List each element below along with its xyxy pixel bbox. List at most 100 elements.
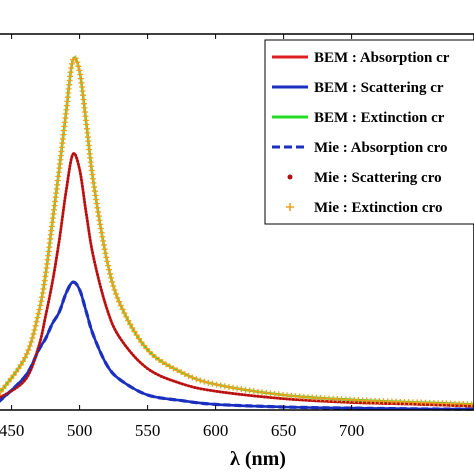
- data-point: [55, 253, 59, 257]
- data-point: [63, 196, 67, 200]
- data-point: [166, 363, 173, 370]
- legend-entry: BEM : Scattering cr: [272, 80, 444, 96]
- data-point: [95, 213, 102, 220]
- data-point: [64, 193, 68, 196]
- data-point: [151, 370, 155, 374]
- data-point: [66, 180, 69, 184]
- data-point: [43, 319, 47, 323]
- data-point: [234, 392, 238, 396]
- data-point: [105, 307, 109, 310]
- data-point: [95, 208, 102, 215]
- x-tick-label: 450: [0, 421, 24, 440]
- data-point: [174, 367, 181, 374]
- data-point: [247, 393, 250, 397]
- data-point: [30, 365, 34, 369]
- data-point: [240, 393, 244, 396]
- data-point: [156, 373, 160, 377]
- data-point: [129, 351, 133, 355]
- data-point: [41, 328, 45, 332]
- data-point: [88, 238, 92, 242]
- data-point: [409, 402, 413, 406]
- data-point: [56, 250, 59, 253]
- data-point: [94, 204, 101, 211]
- data-point: [20, 381, 24, 385]
- legend-label: BEM : Scattering cr: [314, 80, 444, 96]
- data-point: [0, 388, 4, 395]
- data-point: [54, 259, 58, 263]
- data-point: [154, 372, 157, 375]
- data-point: [65, 186, 68, 190]
- data-point: [262, 395, 266, 399]
- data-point: [94, 266, 98, 270]
- data-point: [87, 229, 91, 233]
- data-point: [32, 322, 39, 329]
- data-point: [85, 213, 88, 217]
- data-point: [100, 242, 107, 249]
- data-point: [282, 397, 285, 401]
- legend-entry: BEM : Absorption cr: [272, 50, 450, 66]
- data-point: [122, 341, 125, 345]
- data-point: [40, 331, 44, 335]
- data-point: [59, 231, 62, 234]
- data-point: [96, 276, 100, 280]
- data-point: [217, 382, 224, 389]
- data-point: [174, 380, 178, 384]
- data-point: [75, 63, 82, 70]
- legend-entry: BEM : Extinction cr: [272, 110, 445, 126]
- data-point: [125, 317, 132, 324]
- data-point: [74, 59, 81, 66]
- data-point: [127, 321, 134, 328]
- data-point: [209, 380, 216, 387]
- data-point: [77, 162, 80, 166]
- data-point: [464, 404, 468, 408]
- data-point: [88, 235, 92, 239]
- data-point: [108, 316, 112, 320]
- data-point: [57, 243, 60, 247]
- data-point: [80, 178, 83, 182]
- data-point: [75, 156, 79, 160]
- x-tick-label: 650: [271, 421, 297, 440]
- data-point: [129, 324, 136, 331]
- data-point: [159, 359, 166, 366]
- data-point: [50, 284, 54, 288]
- data-point: [168, 378, 172, 382]
- data-point: [102, 297, 106, 301]
- data-point: [39, 338, 43, 341]
- data-point: [62, 205, 66, 209]
- data-point: [266, 395, 269, 399]
- data-point: [22, 379, 26, 383]
- data-point: [38, 341, 42, 344]
- data-point: [221, 390, 225, 394]
- data-point: [106, 270, 113, 277]
- x-tick-label: 550: [135, 421, 161, 440]
- data-point: [199, 387, 203, 391]
- data-point: [425, 403, 429, 407]
- data-point: [103, 254, 110, 261]
- data-point: [67, 174, 70, 177]
- data-point: [82, 197, 86, 201]
- data-point: [93, 196, 100, 203]
- data-point: [106, 310, 110, 313]
- data-point: [100, 288, 103, 292]
- data-point: [127, 349, 131, 352]
- data-point: [103, 301, 107, 304]
- data-point: [74, 153, 77, 157]
- data-point: [231, 392, 234, 395]
- data-point: [13, 387, 16, 391]
- data-point: [135, 335, 142, 342]
- plot-frame: [0, 33, 474, 411]
- data-point: [45, 309, 49, 313]
- data-point: [40, 334, 43, 338]
- data-point: [224, 391, 228, 395]
- data-point: [31, 326, 38, 333]
- data-point: [116, 333, 120, 337]
- data-point: [121, 310, 128, 317]
- data-point: [93, 260, 97, 264]
- data-point: [342, 400, 346, 404]
- data-point: [237, 392, 241, 396]
- data-point: [228, 391, 231, 395]
- data-point: [35, 350, 39, 354]
- data-point: [61, 215, 64, 219]
- data-point: [58, 237, 61, 241]
